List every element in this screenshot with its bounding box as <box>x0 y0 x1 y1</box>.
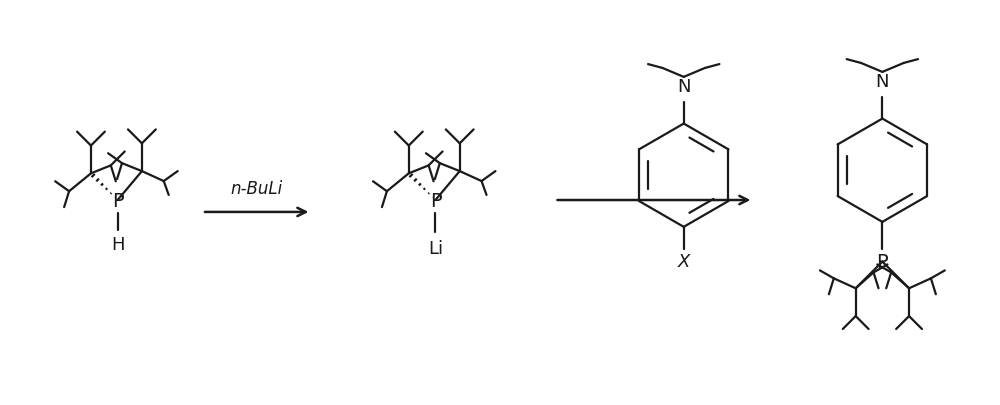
Text: Li: Li <box>428 239 443 257</box>
Text: P: P <box>430 191 441 210</box>
Text: P: P <box>877 252 888 271</box>
Text: H: H <box>111 235 124 253</box>
Text: N: N <box>876 72 889 91</box>
Text: n-BuLi: n-BuLi <box>231 179 283 198</box>
Text: X: X <box>678 252 690 270</box>
Text: P: P <box>112 191 123 210</box>
Text: N: N <box>677 78 690 96</box>
